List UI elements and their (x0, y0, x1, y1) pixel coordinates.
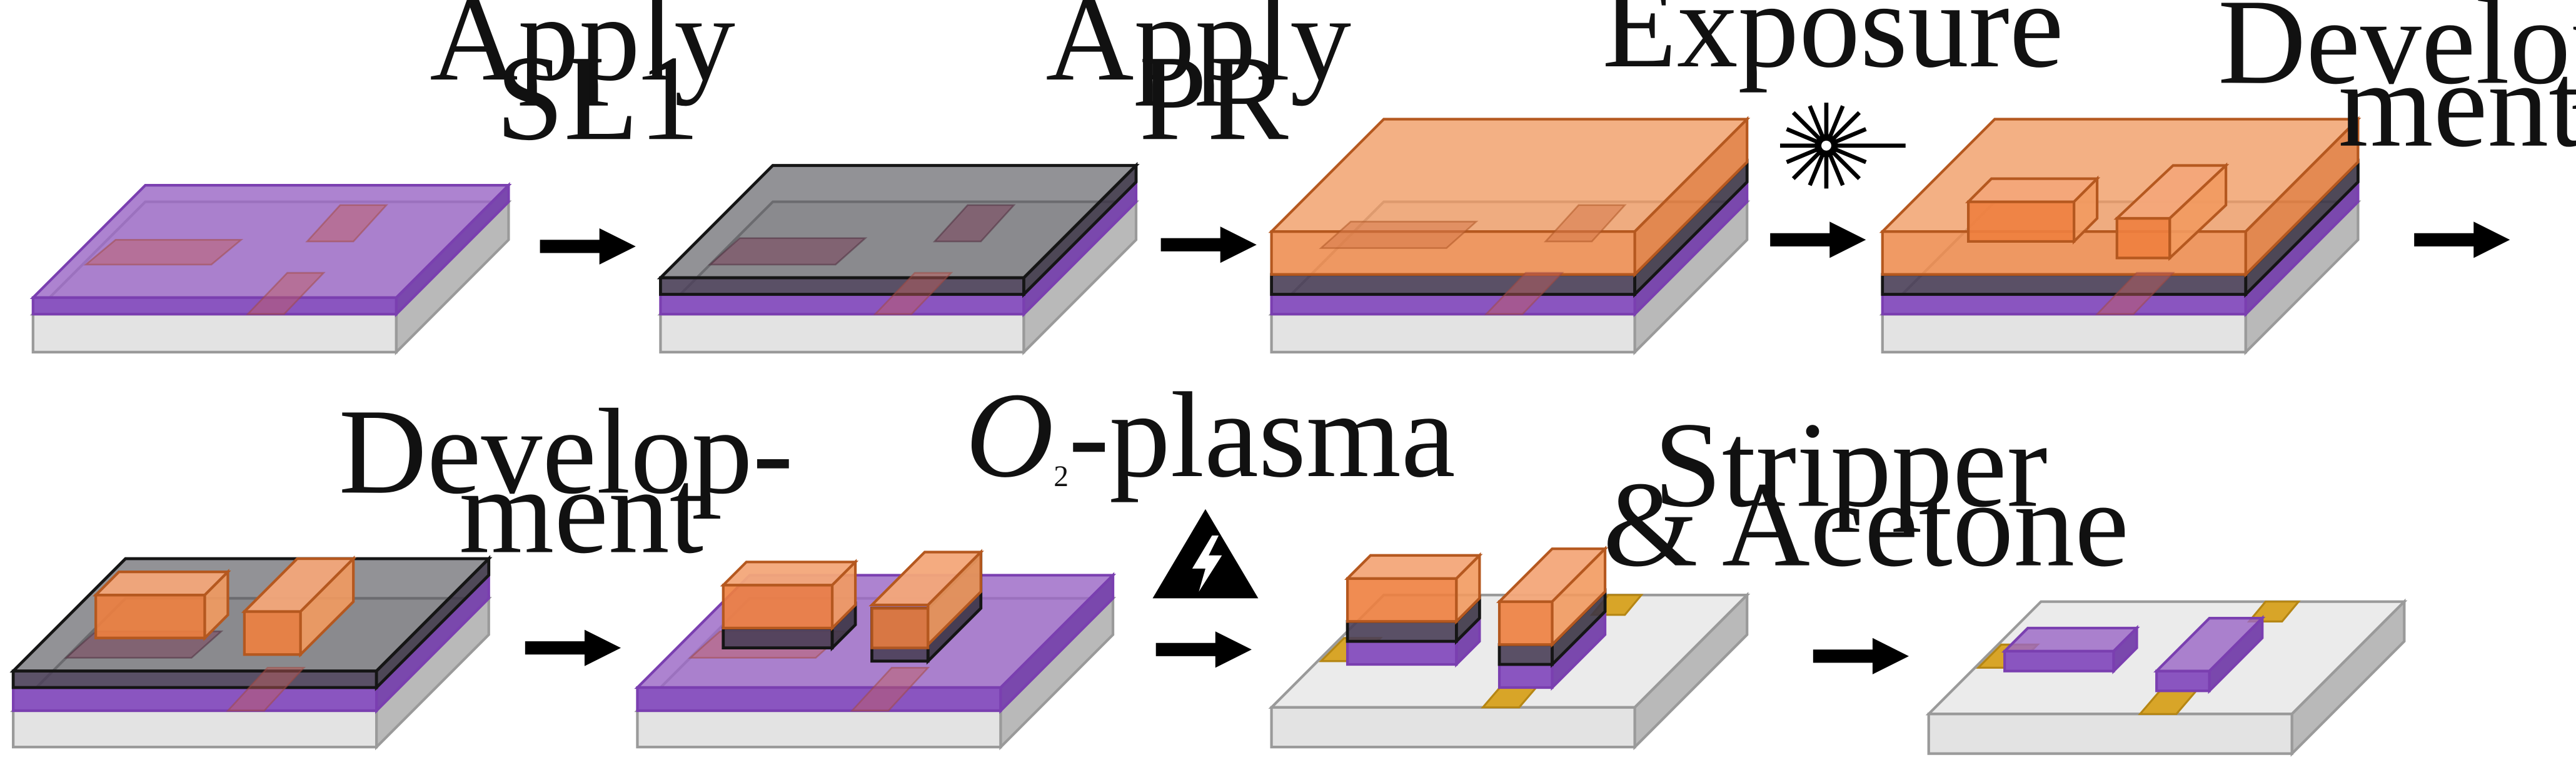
sl1-layer-side (375, 555, 491, 691)
photoresist-side (1633, 116, 1749, 278)
photoresist-block (868, 549, 984, 649)
stage-7-after-plasma (1268, 546, 1751, 751)
substrate-front (1270, 313, 1636, 354)
stage-5-developed (9, 555, 493, 751)
step-arrow (1155, 631, 1252, 668)
buried-feature (873, 272, 953, 315)
stage-4-exposed (1879, 116, 2362, 355)
purple-film-front (1270, 293, 1636, 316)
step-arrow (1813, 637, 1909, 674)
formula-subscript: 2 (1054, 460, 1069, 493)
sl1-layer-side (1022, 161, 1138, 298)
purple-pattern (2153, 615, 2266, 694)
stage-8-final (1925, 598, 2408, 757)
substrate-front (659, 313, 1025, 354)
buried-feature (246, 272, 326, 315)
buried-feature (850, 667, 930, 712)
photoresist-block (241, 555, 357, 658)
sl1-layer-front (1881, 273, 2248, 296)
stage-1-substrate (29, 182, 512, 355)
buried-feature (2095, 272, 2175, 315)
substrate-front (31, 313, 398, 354)
sl1-layer-front (659, 276, 1025, 296)
sl1-pattern (722, 601, 857, 652)
buried-feature (708, 237, 868, 266)
substrate-front (1881, 313, 2247, 354)
purple-film-front (659, 293, 1025, 316)
photoresist-block (93, 569, 231, 641)
step-arrow (2414, 221, 2510, 258)
purple-pattern (2001, 624, 2140, 674)
buried-feature (932, 204, 1016, 243)
exposed-block (1965, 175, 2101, 245)
step-label-development: Develop- ment (339, 384, 824, 579)
sl1-layer-front (1270, 273, 1636, 296)
step-arrow (1770, 221, 1866, 258)
purple-pattern (1346, 615, 1481, 668)
step-label-apply-pr: Apply PR (1045, 0, 1381, 166)
step-label-development: Develop- ment (2218, 0, 2576, 173)
purple-film-front (31, 296, 398, 316)
buried-feature (1319, 220, 1479, 249)
step-label-exposure: Exposure (1602, 0, 2063, 93)
high-voltage-warning-icon (1152, 509, 1259, 599)
substrate-front (1270, 706, 1636, 749)
stage-2-sl1-applied (657, 161, 1140, 355)
photoresist-block (720, 559, 859, 632)
photoresist-block (1496, 546, 1609, 648)
stage-6-sl1-patterned (634, 549, 1117, 751)
purple-film-front (12, 686, 378, 713)
substrate-side (1633, 592, 1749, 751)
buried-feature (305, 204, 388, 243)
substrate-front (12, 709, 378, 749)
buried-feature (83, 238, 244, 266)
purple-film-side (395, 182, 510, 318)
purple-film-front (636, 686, 1002, 713)
sl1-layer-front (11, 669, 378, 689)
step-label-apply-sl1: Apply SL1 (430, 0, 765, 166)
step-arrow (1160, 226, 1257, 263)
buried-feature (1544, 204, 1627, 243)
exposed-block (2113, 162, 2230, 262)
gold-contact (2246, 601, 2301, 622)
photoresist-block (1344, 552, 1483, 625)
step-label-o2-plasma: O2-plasma (965, 368, 1456, 503)
purple-film-side (999, 572, 1115, 714)
purple-film-front (1881, 293, 2247, 316)
buried-feature (1484, 272, 1564, 315)
step-arrow (540, 228, 636, 265)
substrate-front (1927, 713, 2293, 755)
stage-3-photoresist-applied (1268, 116, 1751, 355)
formula-symbol: O (965, 368, 1054, 503)
substrate-front (636, 709, 1002, 749)
substrate-side (2290, 598, 2406, 757)
laser-starburst-icon (1780, 103, 1906, 189)
step-label-stripper-acetone: Stripper & Acetone (1603, 398, 2129, 592)
step-arrow (525, 629, 621, 666)
photoresist-side (2244, 116, 2360, 278)
buried-feature (226, 667, 306, 712)
